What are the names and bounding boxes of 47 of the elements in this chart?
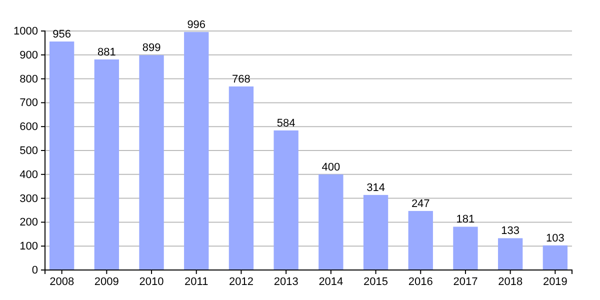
- data-label: 996: [187, 18, 206, 31]
- bar: [408, 210, 433, 270]
- x-tick-label: 2016: [408, 276, 433, 288]
- x-tick-label: 2012: [228, 276, 254, 288]
- bar: [184, 32, 209, 270]
- x-tick-label: 2013: [274, 276, 298, 288]
- bar: [94, 59, 120, 270]
- y-tick-label: 500: [20, 145, 38, 158]
- bar: [274, 130, 298, 270]
- y-tick-label: 700: [20, 97, 38, 110]
- bar: [542, 245, 568, 270]
- data-label: 584: [276, 117, 296, 130]
- x-tick-label: 2011: [184, 276, 208, 288]
- y-tick-label: 200: [20, 216, 38, 229]
- data-label: 956: [52, 28, 71, 41]
- data-label: 103: [546, 232, 564, 244]
- y-tick-label: 100: [20, 240, 38, 253]
- x-tick-label: 2019: [542, 276, 568, 288]
- data-label: 400: [322, 161, 340, 174]
- x-tick-label: 2009: [94, 276, 119, 288]
- y-tick-label: 1000: [14, 26, 38, 38]
- bar: [49, 42, 74, 270]
- x-tick-label: 2008: [50, 276, 74, 288]
- data-label: 899: [142, 42, 161, 54]
- y-tick-label: 400: [20, 168, 38, 181]
- data-label: 133: [501, 225, 520, 238]
- data-label: 314: [366, 182, 385, 194]
- x-tick-label: 2010: [139, 276, 164, 288]
- data-label: 881: [97, 46, 116, 58]
- y-tick-label: 300: [20, 192, 38, 205]
- y-tick-label: 900: [20, 49, 38, 62]
- x-tick-label: 2017: [453, 276, 478, 288]
- bar: [363, 194, 388, 270]
- y-tick-label: 0: [32, 264, 38, 277]
- x-tick-label: 2018: [498, 276, 523, 288]
- bar: [453, 226, 478, 270]
- bar: [139, 55, 164, 270]
- x-tick-label: 2014: [318, 276, 344, 288]
- y-tick-label: 600: [20, 121, 38, 134]
- data-label: 181: [456, 214, 475, 226]
- y-tick-label: 800: [20, 73, 38, 86]
- bar: [228, 86, 254, 270]
- bar: [318, 174, 344, 270]
- data-label: 768: [232, 73, 250, 86]
- bar: [498, 238, 523, 270]
- x-tick-label: 2015: [364, 276, 388, 288]
- data-label: 247: [411, 198, 430, 210]
